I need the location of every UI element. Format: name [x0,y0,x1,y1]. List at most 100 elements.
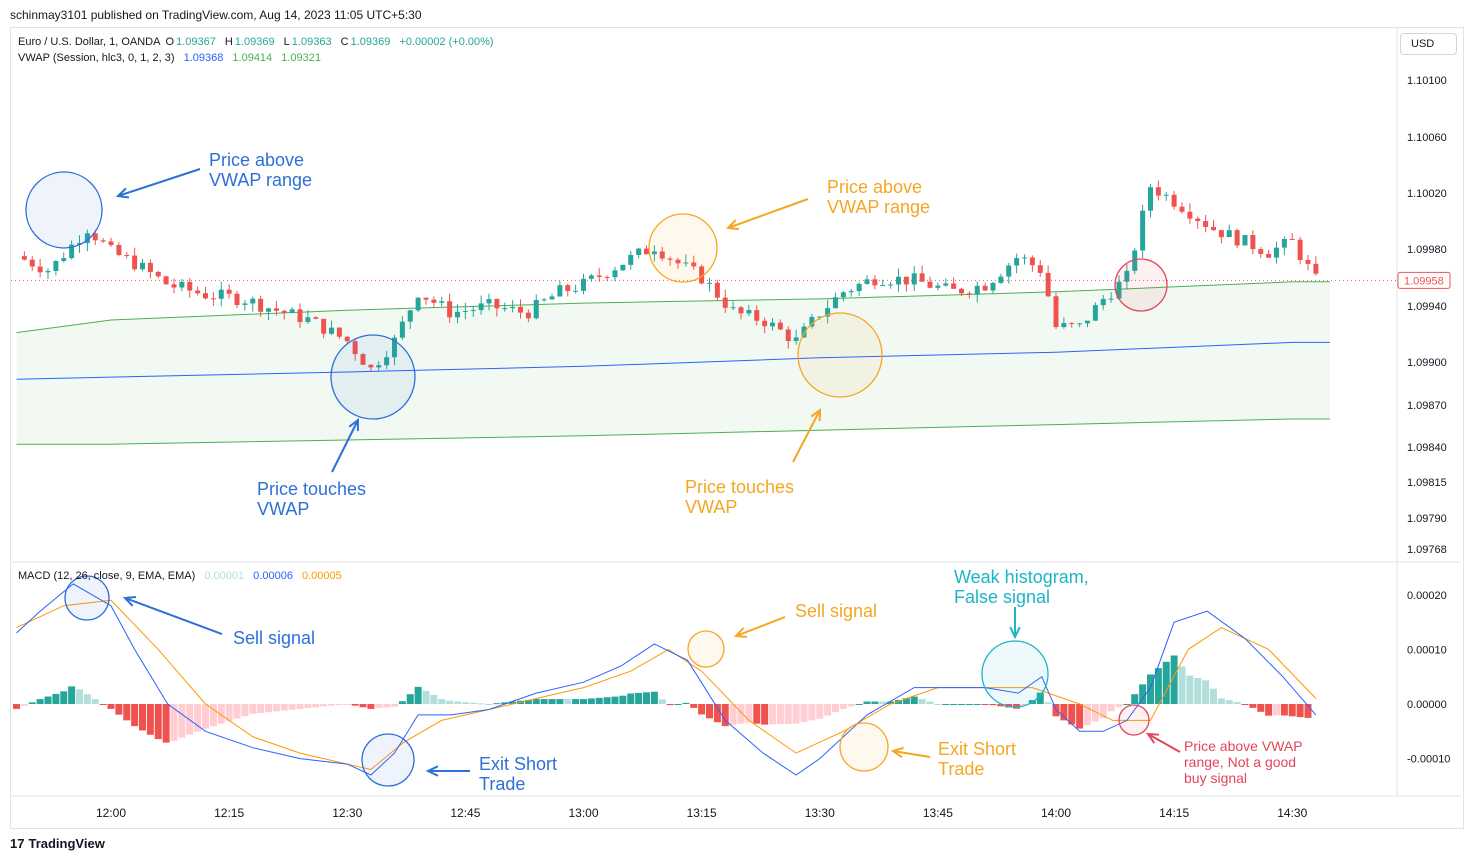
macd-histogram-bar [776,704,784,725]
candle-body [447,301,453,318]
published-header: schinmay3101 published on TradingView.co… [10,8,422,22]
arrow-red-head [1145,732,1160,744]
candle-body [777,322,783,330]
macd-histogram-bar [713,704,721,723]
highlight-circle-price-above-1 [25,171,103,249]
macd-histogram-bar [1091,704,1099,722]
macd-histogram-bar [926,701,934,704]
macd-histogram-bar [1233,702,1241,704]
vwap-lower-band-line [16,418,1330,445]
tradingview-footer[interactable]: 17 TradingView [10,836,105,851]
macd-histogram-bar [902,698,910,704]
price-tick-label: 1.09980 [1407,244,1447,256]
candle-body [620,264,626,271]
candle-body [903,276,909,285]
macd-histogram-bar [1084,704,1091,726]
macd-histogram-bar [706,704,713,719]
macd-histogram-bar [832,704,839,713]
macd-histogram-bar [1115,704,1123,708]
price-tick-label: 1.09768 [1407,544,1447,556]
time-tick-label: 13:45 [923,806,953,820]
macd-histogram-bar [272,704,280,712]
candle-body [1124,270,1130,282]
macd-histogram-bar [1194,678,1202,704]
candle-body [407,310,413,322]
candle-body [399,321,405,338]
macd-histogram-bar [1060,704,1068,721]
candle-body [439,301,445,303]
candle-body [1116,281,1122,299]
macd-histogram-bar [761,704,769,725]
macd-histogram-bar [721,704,729,727]
macd-histogram-bar [965,704,973,705]
candle-body [281,310,287,313]
macd-histogram-bar [682,702,690,704]
macd-histogram-bar [194,704,202,732]
macd-histogram-bar [556,699,564,704]
macd-histogram-bar [1139,684,1147,704]
macd-histogram-bar [540,699,548,704]
candle-body [1187,211,1193,219]
macd-histogram-bar [769,704,776,725]
candle-body [738,307,744,314]
candle-body [1281,238,1287,248]
candle-body [84,233,90,244]
candle-body [313,317,319,319]
highlight-circle-weak [981,640,1049,708]
macd-histogram-bar [335,704,343,705]
candle-body [462,310,468,312]
macd-histogram-bar [1154,668,1162,704]
macd-histogram-bar [887,701,895,704]
macd-histogram-bar [461,702,469,704]
macd-histogram-bar [784,704,792,724]
annotation-sell-2: Sell signal [795,601,878,621]
candle-body [203,293,208,299]
candle-body [1218,230,1224,238]
last-price-tag [1397,271,1451,289]
candle-body [667,258,673,260]
arrow-price-touches-1 [331,419,359,473]
candle-body [415,297,421,311]
highlight-circle-sell-1 [64,575,110,621]
candle-body [155,271,161,277]
macd-histogram-bar [438,699,446,704]
macd-histogram-bar [1257,704,1265,712]
macd-histogram-bar [320,704,328,707]
time-tick-label: 13:00 [568,806,598,820]
vwap-label: VWAP (Session, hlc3, 0, 1, 2, 3) [18,52,175,64]
macd-histogram-bar [1249,704,1257,708]
candle-body [1053,296,1059,328]
macd-histogram-bar [131,704,139,727]
macd-histogram-bar [847,704,855,707]
candle-body [525,312,531,319]
open-label: O [165,36,175,48]
macd-histogram-bar [989,704,997,706]
candle-body [1289,238,1295,240]
candle-body [21,256,27,260]
price-tick-label: 1.09900 [1407,357,1447,369]
candle-body [61,258,67,262]
candle-body [1305,259,1311,264]
candle-body [352,341,358,355]
highlight-circle-price-touches-1 [330,334,416,420]
vwap-line [16,341,1330,380]
candle-body [1163,194,1169,196]
candle-body [344,336,350,342]
candle-body [1258,249,1264,254]
annotation-price-touches-2: Price touches VWAP [685,477,795,517]
candle-body [234,293,240,305]
candle-body [368,364,374,368]
candle-body [329,327,334,334]
currency-button[interactable]: USD [1400,33,1457,55]
candle-body [864,279,870,284]
candle-body [565,285,571,291]
annotation-exit-2: Exit Short Trade [938,739,1017,779]
candle-body [1022,257,1027,259]
macd-histogram-bar [446,700,454,704]
candle-body [77,243,82,245]
candle-body [360,354,366,365]
candle-body [108,241,114,246]
candle-body [376,365,382,368]
macd-histogram-bar [524,699,532,704]
